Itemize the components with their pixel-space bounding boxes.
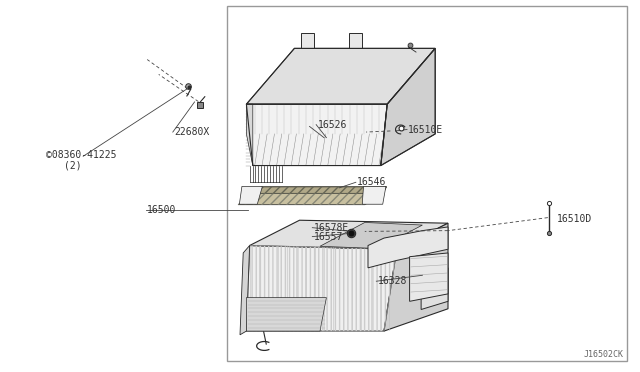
Polygon shape bbox=[381, 48, 435, 166]
Polygon shape bbox=[421, 268, 448, 310]
Text: 16557: 16557 bbox=[314, 232, 343, 242]
Text: J16502CK: J16502CK bbox=[584, 350, 624, 359]
Polygon shape bbox=[301, 33, 314, 48]
Text: 16328: 16328 bbox=[378, 276, 407, 286]
Polygon shape bbox=[246, 246, 397, 331]
Polygon shape bbox=[238, 193, 383, 205]
Polygon shape bbox=[250, 220, 448, 249]
Text: 16578E: 16578E bbox=[314, 223, 349, 232]
Text: 16500: 16500 bbox=[147, 205, 177, 215]
Text: (2): (2) bbox=[64, 160, 82, 170]
Polygon shape bbox=[246, 48, 435, 104]
Polygon shape bbox=[246, 104, 387, 166]
Text: 16510E: 16510E bbox=[408, 125, 444, 135]
Polygon shape bbox=[246, 298, 326, 331]
Polygon shape bbox=[320, 222, 422, 248]
Text: ©08360-41225: ©08360-41225 bbox=[46, 151, 116, 160]
Polygon shape bbox=[257, 187, 387, 193]
Polygon shape bbox=[362, 186, 386, 204]
Text: 22680X: 22680X bbox=[174, 127, 209, 137]
Polygon shape bbox=[246, 104, 253, 166]
Polygon shape bbox=[240, 246, 250, 335]
Text: 16526: 16526 bbox=[317, 120, 347, 129]
Polygon shape bbox=[349, 33, 362, 48]
Polygon shape bbox=[384, 223, 448, 331]
Text: 16546: 16546 bbox=[357, 177, 387, 187]
Polygon shape bbox=[368, 227, 448, 268]
Bar bbox=[227, 6, 627, 361]
Polygon shape bbox=[239, 186, 262, 204]
Text: 16510D: 16510D bbox=[557, 215, 592, 224]
Polygon shape bbox=[410, 253, 448, 301]
